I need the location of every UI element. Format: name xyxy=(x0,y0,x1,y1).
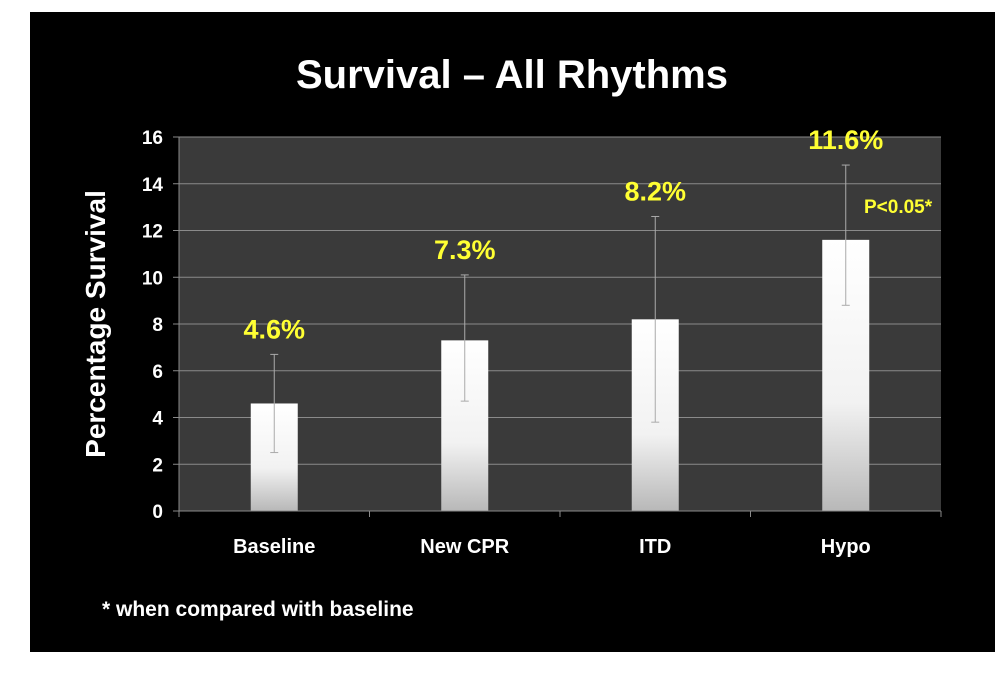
x-tick-label: New CPR xyxy=(420,536,509,558)
y-tick-label: 0 xyxy=(152,502,163,523)
bars xyxy=(250,239,870,511)
y-tick-label: 10 xyxy=(142,268,163,289)
y-tick-label: 2 xyxy=(152,455,163,476)
y-tick-label: 12 xyxy=(142,222,163,243)
footnote: * when compared with baseline xyxy=(102,598,414,621)
chart-title: Survival – All Rhythms xyxy=(296,53,728,97)
x-tick-label: Baseline xyxy=(233,536,315,558)
y-tick-label: 14 xyxy=(142,175,164,196)
x-tick-label: ITD xyxy=(639,536,671,558)
data-label: 7.3% xyxy=(434,235,496,265)
y-tick-label: 6 xyxy=(152,362,163,383)
x-tick-labels: Baseline New CPR ITD Hypo xyxy=(233,536,871,558)
data-labels: 4.6% 7.3% 8.2% 11.6% xyxy=(243,125,883,344)
y-tick-label: 16 xyxy=(142,128,163,149)
data-label: 4.6% xyxy=(243,314,305,344)
axes xyxy=(173,136,942,517)
y-tick-label: 8 xyxy=(152,315,163,336)
y-tick-label: 4 xyxy=(152,409,163,430)
bar-chart: Survival – All Rhythms 0 2 4 6 8 10 12 14 16 Bas… xyxy=(80,53,942,621)
significance-annotation: P<0.05* xyxy=(864,197,933,218)
data-label: 8.2% xyxy=(624,176,686,206)
x-tick-label: Hypo xyxy=(821,536,871,558)
gridlines xyxy=(179,136,941,465)
y-axis-label: Percentage Survival xyxy=(80,190,111,458)
slide-background: Survival – All Rhythms 0 2 4 6 8 10 12 14 16 Bas… xyxy=(30,12,995,652)
error-bars xyxy=(270,164,850,454)
y-tick-labels: 0 2 4 6 8 10 12 14 16 xyxy=(142,128,164,523)
data-label: 11.6% xyxy=(808,125,883,155)
